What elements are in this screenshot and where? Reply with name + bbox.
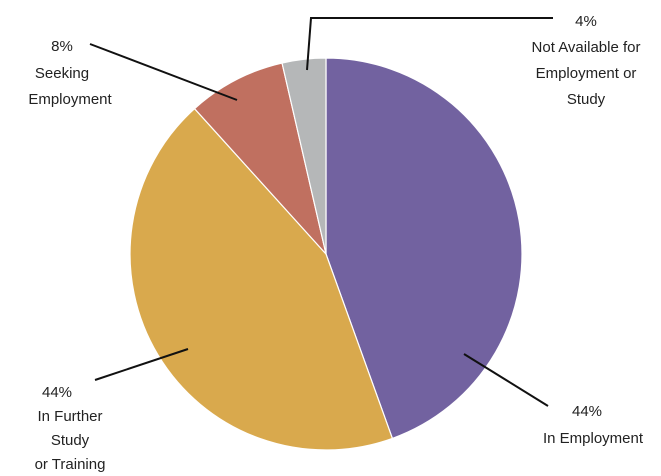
pie-slices [129, 57, 523, 451]
label-not-available-line-3: Employment or [536, 65, 637, 82]
label-not-available-line-2: Not Available for [532, 39, 641, 56]
slice-in-employment [325, 57, 523, 440]
label-further-study: 44% In Further Study or Training [35, 384, 106, 473]
label-not-available-line-1: 4% [575, 13, 597, 30]
label-not-available: 4% Not Available for Employment or Study [532, 13, 641, 108]
label-seeking-employment-line-2: Seeking [35, 65, 89, 82]
leader-not-available [306, 17, 553, 71]
label-in-employment: 44% In Employment [543, 403, 644, 447]
leader-further-study [94, 348, 189, 381]
leader-lines [89, 17, 553, 407]
label-in-employment-line-1: 44% [572, 403, 602, 420]
label-further-study-line-2: In Further [37, 408, 102, 425]
label-not-available-line-4: Study [567, 91, 606, 108]
slice-further-study [129, 107, 394, 451]
label-seeking-employment: 8% Seeking Employment [28, 38, 112, 108]
slice-seeking-employment [193, 62, 328, 257]
label-seeking-employment-line-1: 8% [51, 38, 73, 55]
label-further-study-line-1: 44% [42, 384, 72, 401]
label-further-study-line-3: Study [51, 432, 90, 449]
leader-in-employment [463, 353, 549, 407]
slice-not-available [281, 57, 327, 255]
leader-seeking-employment [89, 43, 238, 101]
label-further-study-line-4: or Training [35, 456, 106, 473]
label-in-employment-line-2: In Employment [543, 430, 644, 447]
label-seeking-employment-line-3: Employment [28, 91, 112, 108]
